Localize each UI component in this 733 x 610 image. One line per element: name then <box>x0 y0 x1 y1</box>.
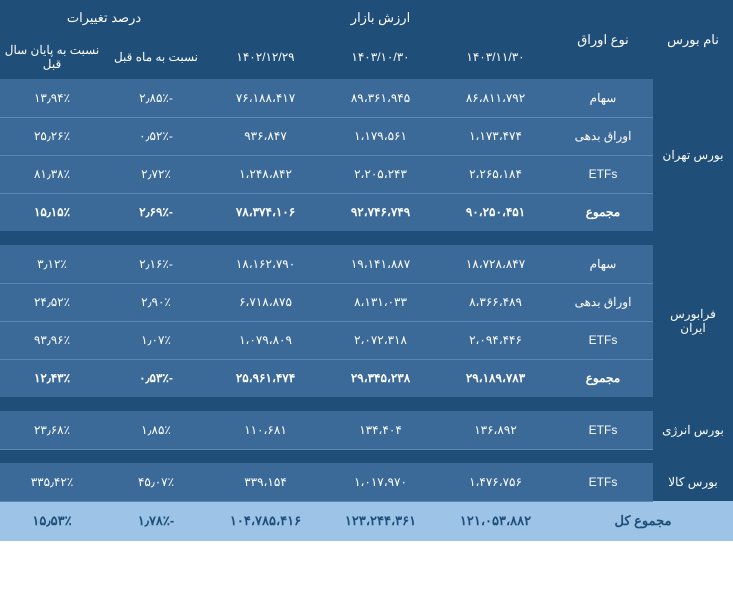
value-cell: ۱،۲۴۸،۸۴۲ <box>208 155 323 193</box>
header-pct-change: درصد تغییرات <box>0 0 208 35</box>
pct-cell: ۲۴٫۵۲٪ <box>0 283 104 321</box>
pct-cell: ۹۳٫۹۶٪ <box>0 321 104 359</box>
total-value-cell: ۹۲،۷۴۶،۷۴۹ <box>323 193 438 231</box>
header-vs-month: نسبت به ماه قبل <box>104 35 208 79</box>
total-pct-cell: ۱۲٫۴۳٪ <box>0 359 104 397</box>
total-type-cell: مجموع <box>553 359 653 397</box>
market-value-table: نام بورس نوع اوراق ارزش بازار درصد تغییر… <box>0 0 733 541</box>
spacer-cell <box>0 231 733 245</box>
exchange-cell: بورس کالا <box>653 463 733 501</box>
total-row: مجموع۹۰،۲۵۰،۴۵۱۹۲،۷۴۶،۷۴۹۷۸،۳۷۴،۱۰۶-۲٫۶۹… <box>0 193 733 231</box>
pct-cell: -۰٫۵۲٪ <box>104 117 208 155</box>
grand-total-pct: ۱۵٫۵۳٪ <box>0 501 104 541</box>
value-cell: ۸،۳۶۶،۴۸۹ <box>438 283 553 321</box>
total-value-cell: ۹۰،۲۵۰،۴۵۱ <box>438 193 553 231</box>
value-cell: ۱،۴۷۶،۷۵۶ <box>438 463 553 501</box>
value-cell: ۱۸،۱۶۲،۷۹۰ <box>208 245 323 283</box>
total-pct-cell: -۲٫۶۹٪ <box>104 193 208 231</box>
value-cell: ۱،۱۷۳،۴۷۴ <box>438 117 553 155</box>
total-pct-cell: ۱۵٫۱۵٪ <box>0 193 104 231</box>
header-market-value: ارزش بازار <box>208 0 553 35</box>
exchange-cell: بورس انرژی <box>653 411 733 449</box>
pct-cell: -۲٫۸۵٪ <box>104 79 208 117</box>
table-row: بورس انرژیETFs۱۳۶،۸۹۲۱۳۴،۴۰۴۱۱۰،۶۸۱۱٫۸۵٪… <box>0 411 733 449</box>
type-cell: اوراق بدهی <box>553 283 653 321</box>
header-vs-year: نسبت به پایان سال قبل <box>0 35 104 79</box>
spacer-cell <box>0 397 733 411</box>
value-cell: ۲،۰۷۲،۳۱۸ <box>323 321 438 359</box>
header-type: نوع اوراق <box>553 0 653 79</box>
total-value-cell: ۲۹،۱۸۹،۷۸۳ <box>438 359 553 397</box>
value-cell: ۱،۰۱۷،۹۷۰ <box>323 463 438 501</box>
grand-total-pct: -۱٫۷۸٪ <box>104 501 208 541</box>
table-row: اوراق بدهی۱،۱۷۳،۴۷۴۱،۱۷۹،۵۶۱۹۳۶،۸۴۷-۰٫۵۲… <box>0 117 733 155</box>
pct-cell: ۲۳٫۶۸٪ <box>0 411 104 449</box>
type-cell: ETFs <box>553 411 653 449</box>
pct-cell: -۲٫۱۶٪ <box>104 245 208 283</box>
type-cell: ETFs <box>553 463 653 501</box>
value-cell: ۸۶،۸۱۱،۷۹۲ <box>438 79 553 117</box>
grand-total-type: مجموع کل <box>553 501 733 541</box>
pct-cell: ۱۳٫۹۴٪ <box>0 79 104 117</box>
value-cell: ۲،۲۰۵،۲۴۳ <box>323 155 438 193</box>
value-cell: ۸۹،۳۶۱،۹۴۵ <box>323 79 438 117</box>
exchange-cell: بورس تهران <box>653 79 733 231</box>
pct-cell: ۲۵٫۲۶٪ <box>0 117 104 155</box>
table-row: بورس کالاETFs۱،۴۷۶،۷۵۶۱،۰۱۷،۹۷۰۳۳۹،۱۵۴۴۵… <box>0 463 733 501</box>
value-cell: ۸،۱۳۱،۰۳۳ <box>323 283 438 321</box>
value-cell: ۱۱۰،۶۸۱ <box>208 411 323 449</box>
spacer-row <box>0 449 733 463</box>
total-type-cell: مجموع <box>553 193 653 231</box>
value-cell: ۱۸،۷۲۸،۸۴۷ <box>438 245 553 283</box>
spacer-row <box>0 397 733 411</box>
table-row: اوراق بدهی۸،۳۶۶،۴۸۹۸،۱۳۱،۰۳۳۶،۷۱۸،۸۷۵۲٫۹… <box>0 283 733 321</box>
table-row: ETFs۲،۰۹۴،۴۴۶۲،۰۷۲،۳۱۸۱،۰۷۹،۸۰۹۱٫۰۷٪۹۳٫۹… <box>0 321 733 359</box>
type-cell: اوراق بدهی <box>553 117 653 155</box>
exchange-cell: فرابورس ایران <box>653 245 733 397</box>
grand-total-row: مجموع کل۱۲۱،۰۵۳،۸۸۲۱۲۳،۲۴۴،۳۶۱۱۰۴،۷۸۵،۴۱… <box>0 501 733 541</box>
header-row-1: نام بورس نوع اوراق ارزش بازار درصد تغییر… <box>0 0 733 35</box>
value-cell: ۱۳۴،۴۰۴ <box>323 411 438 449</box>
pct-cell: ۸۱٫۳۸٪ <box>0 155 104 193</box>
type-cell: ETFs <box>553 321 653 359</box>
spacer-row <box>0 231 733 245</box>
value-cell: ۳۳۹،۱۵۴ <box>208 463 323 501</box>
value-cell: ۹۳۶،۸۴۷ <box>208 117 323 155</box>
table-row: فرابورس ایرانسهام۱۸،۷۲۸،۸۴۷۱۹،۱۴۱،۸۸۷۱۸،… <box>0 245 733 283</box>
type-cell: سهام <box>553 79 653 117</box>
total-value-cell: ۷۸،۳۷۴،۱۰۶ <box>208 193 323 231</box>
total-value-cell: ۲۵،۹۶۱،۴۷۴ <box>208 359 323 397</box>
pct-cell: ۱٫۸۵٪ <box>104 411 208 449</box>
header-date1: ۱۴۰۳/۱۱/۳۰ <box>438 35 553 79</box>
pct-cell: ۲٫۹۰٪ <box>104 283 208 321</box>
value-cell: ۲،۰۹۴،۴۴۶ <box>438 321 553 359</box>
header-date3: ۱۴۰۲/۱۲/۲۹ <box>208 35 323 79</box>
type-cell: ETFs <box>553 155 653 193</box>
pct-cell: ۴۵٫۰۷٪ <box>104 463 208 501</box>
pct-cell: ۲٫۷۲٪ <box>104 155 208 193</box>
type-cell: سهام <box>553 245 653 283</box>
header-exchange: نام بورس <box>653 0 733 79</box>
total-value-cell: ۲۹،۳۴۵،۲۳۸ <box>323 359 438 397</box>
pct-cell: ۳٫۱۲٪ <box>0 245 104 283</box>
total-row: مجموع۲۹،۱۸۹،۷۸۳۲۹،۳۴۵،۲۳۸۲۵،۹۶۱،۴۷۴-۰٫۵۳… <box>0 359 733 397</box>
pct-cell: ۳۳۵٫۴۲٪ <box>0 463 104 501</box>
value-cell: ۱۳۶،۸۹۲ <box>438 411 553 449</box>
grand-total-value: ۱۰۴،۷۸۵،۴۱۶ <box>208 501 323 541</box>
grand-total-value: ۱۲۳،۲۴۴،۳۶۱ <box>323 501 438 541</box>
pct-cell: ۱٫۰۷٪ <box>104 321 208 359</box>
header-date2: ۱۴۰۳/۱۰/۳۰ <box>323 35 438 79</box>
total-pct-cell: -۰٫۵۳٪ <box>104 359 208 397</box>
value-cell: ۲،۲۶۵،۱۸۴ <box>438 155 553 193</box>
value-cell: ۶،۷۱۸،۸۷۵ <box>208 283 323 321</box>
value-cell: ۷۶،۱۸۸،۴۱۷ <box>208 79 323 117</box>
grand-total-value: ۱۲۱،۰۵۳،۸۸۲ <box>438 501 553 541</box>
spacer-cell <box>0 449 733 463</box>
value-cell: ۱،۰۷۹،۸۰۹ <box>208 321 323 359</box>
table-row: بورس تهرانسهام۸۶،۸۱۱،۷۹۲۸۹،۳۶۱،۹۴۵۷۶،۱۸۸… <box>0 79 733 117</box>
table-body: بورس تهرانسهام۸۶،۸۱۱،۷۹۲۸۹،۳۶۱،۹۴۵۷۶،۱۸۸… <box>0 79 733 541</box>
value-cell: ۱۹،۱۴۱،۸۸۷ <box>323 245 438 283</box>
table-row: ETFs۲،۲۶۵،۱۸۴۲،۲۰۵،۲۴۳۱،۲۴۸،۸۴۲۲٫۷۲٪۸۱٫۳… <box>0 155 733 193</box>
value-cell: ۱،۱۷۹،۵۶۱ <box>323 117 438 155</box>
